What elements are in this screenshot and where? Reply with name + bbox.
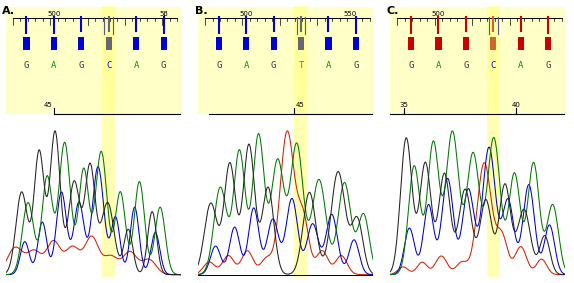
Text: A: A [518, 61, 523, 70]
Text: A: A [51, 61, 57, 70]
Bar [325, 37, 332, 50]
Text: G: G [545, 61, 551, 70]
Text: G: G [408, 61, 414, 70]
Text: 45: 45 [296, 102, 305, 108]
Text: G: G [79, 61, 84, 70]
Bar [518, 37, 524, 50]
Bar [298, 37, 304, 50]
Text: G: G [24, 61, 29, 70]
Bar [390, 7, 565, 114]
Bar [24, 37, 29, 50]
Text: 35: 35 [400, 102, 409, 108]
Text: G: G [271, 61, 276, 70]
Text: A.: A. [2, 6, 15, 16]
Bar [270, 37, 277, 50]
Bar [133, 37, 139, 50]
Bar [51, 37, 57, 50]
Text: C.: C. [387, 6, 399, 16]
Bar [463, 37, 469, 50]
Bar [243, 37, 249, 50]
Text: G: G [353, 61, 359, 70]
Text: C: C [106, 61, 111, 70]
Text: 500: 500 [239, 10, 253, 16]
Text: G: G [216, 61, 222, 70]
Text: 500: 500 [432, 10, 445, 16]
Bar [436, 37, 441, 50]
Text: G: G [161, 61, 166, 70]
Bar [487, 6, 500, 277]
Text: A: A [243, 61, 249, 70]
Bar [6, 7, 181, 114]
Text: A: A [134, 61, 139, 70]
Bar [216, 37, 222, 50]
Bar [198, 7, 373, 114]
Bar [353, 37, 359, 50]
Bar [106, 37, 112, 50]
Bar [408, 37, 414, 50]
Bar [490, 37, 497, 50]
Text: T: T [298, 61, 304, 70]
Text: A: A [436, 61, 441, 70]
Text: 40: 40 [512, 102, 521, 108]
Bar [294, 6, 308, 277]
Bar [78, 37, 84, 50]
Text: 500: 500 [47, 10, 61, 16]
Text: 45: 45 [44, 102, 53, 108]
Text: C: C [491, 61, 496, 70]
Bar [102, 6, 115, 277]
Text: G: G [463, 61, 468, 70]
Text: 5β: 5β [160, 10, 169, 16]
Bar [545, 37, 551, 50]
Bar [161, 37, 166, 50]
Text: 550: 550 [343, 10, 356, 16]
Text: B.: B. [195, 6, 207, 16]
Text: A: A [326, 61, 331, 70]
